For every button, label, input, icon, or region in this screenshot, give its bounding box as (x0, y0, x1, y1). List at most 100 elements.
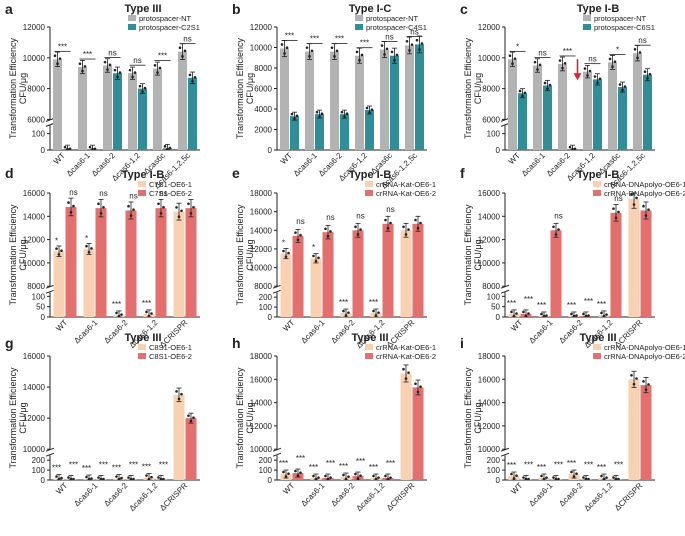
y-tick-label: 12000 (250, 245, 273, 254)
legend-label: crRNA-Kat-OE6-2 (376, 189, 436, 198)
y-axis-unit: CFU/μg (473, 73, 483, 104)
panel-title: Type I-B (349, 169, 392, 181)
data-point (571, 147, 574, 151)
bar (583, 71, 592, 150)
bar (65, 206, 77, 317)
data-point (573, 147, 577, 151)
legend-swatch (138, 190, 146, 196)
y-tick-label: 14000 (478, 212, 501, 221)
data-point (557, 228, 560, 231)
y-tick-label: 0 (496, 313, 501, 322)
data-point (522, 310, 525, 314)
significance-label: *** (142, 463, 151, 472)
data-point (147, 477, 151, 481)
data-point (545, 476, 548, 479)
data-point (280, 43, 284, 46)
data-point (384, 474, 387, 478)
y-tick-label: 0 (496, 476, 501, 485)
data-point (67, 476, 70, 479)
bar (125, 210, 137, 317)
bar (365, 110, 374, 150)
y-tick-label: 50 (36, 303, 45, 312)
y-tick-label: 18000 (250, 189, 273, 198)
data-point (91, 147, 94, 151)
data-point (372, 474, 375, 478)
panel-letter: f (460, 165, 465, 181)
data-point (175, 390, 178, 393)
data-point (145, 310, 148, 314)
significance-label: *** (99, 461, 108, 470)
data-point (642, 380, 645, 383)
data-point (317, 256, 320, 260)
panel-a: a Type III Transformation Efficiency CFU/μg… (5, 1, 200, 190)
significance-label: * (516, 42, 519, 51)
data-point (335, 49, 339, 53)
significance-label: ns (356, 211, 364, 220)
significance-label: *** (158, 52, 167, 61)
data-point (326, 234, 330, 238)
data-point (575, 314, 578, 317)
significance-label: *** (507, 299, 516, 308)
data-point (407, 371, 410, 374)
data-point (596, 81, 599, 85)
x-tick-label: ΔCRISPR (158, 481, 190, 513)
y-tick-label: 18000 (250, 352, 273, 361)
data-point (132, 208, 135, 211)
data-point (508, 54, 512, 58)
x-tick-label: Δcas6-2 (329, 481, 357, 509)
data-point (416, 226, 420, 230)
data-point (60, 476, 63, 480)
y-axis-title: Transformation Efficiency (8, 37, 18, 139)
data-point (548, 83, 552, 87)
y-tick-label: 12000 (478, 422, 501, 431)
panel-letter: i (460, 335, 464, 351)
y-tick-label: 200 (259, 456, 273, 465)
bar (593, 79, 602, 150)
y-tick-label: 8000 (27, 282, 45, 291)
y-tick-label: 0 (41, 146, 46, 155)
y-tick-label: 16000 (250, 208, 273, 217)
significance-label: *** (296, 454, 305, 463)
panel-title: Type I-C (349, 3, 392, 15)
data-point (418, 48, 421, 51)
legend-label: crRNA-DNApolyo-OE6-1 (604, 180, 685, 189)
y-axis-title: Transformation Efficiency (8, 204, 18, 306)
bar (558, 63, 567, 150)
y-tick-label: 12000 (23, 414, 46, 423)
data-point (408, 49, 411, 52)
significance-label: ns (108, 49, 116, 58)
data-point (383, 53, 386, 56)
y-tick-label: 10000 (250, 445, 273, 454)
significance-label: ns (326, 213, 334, 222)
y-tick-label: 100 (32, 292, 46, 301)
legend-label: protospacer-NT (594, 14, 647, 23)
data-point (355, 50, 359, 54)
data-point (131, 75, 134, 79)
data-point (159, 212, 163, 215)
significance-label: * (616, 45, 619, 54)
data-point (299, 471, 302, 474)
significance-label: *** (310, 35, 319, 44)
bar (382, 223, 394, 317)
x-tick-label: Δcas6-1 (520, 151, 548, 179)
y-tick-label: 8000 (254, 282, 272, 291)
y-tick-label: 8000 (254, 64, 272, 73)
data-point (602, 477, 606, 481)
x-tick-label: Δcas6-1 (527, 481, 555, 509)
data-point (193, 75, 197, 79)
bar (153, 68, 162, 150)
y-tick-label: 200 (487, 456, 501, 465)
bar (280, 253, 292, 317)
data-point (584, 477, 588, 481)
x-tick-label: WT (509, 318, 524, 333)
bar (518, 93, 527, 150)
bar (185, 418, 197, 480)
data-point (404, 233, 408, 236)
bar (390, 55, 399, 151)
y-tick-label: 10000 (23, 445, 46, 454)
data-point (540, 474, 543, 478)
data-point (582, 312, 585, 316)
significance-label: *** (614, 461, 623, 470)
bar (352, 230, 364, 317)
